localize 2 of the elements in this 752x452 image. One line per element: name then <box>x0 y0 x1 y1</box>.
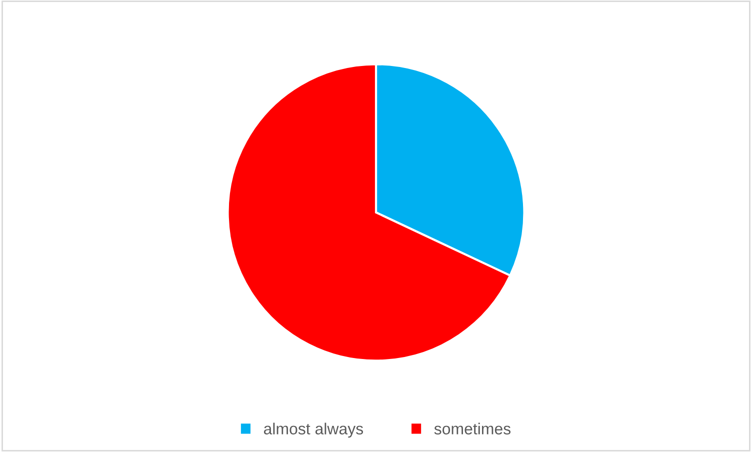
legend-label: almost always <box>264 422 364 438</box>
legend-label: sometimes <box>434 422 511 434</box>
